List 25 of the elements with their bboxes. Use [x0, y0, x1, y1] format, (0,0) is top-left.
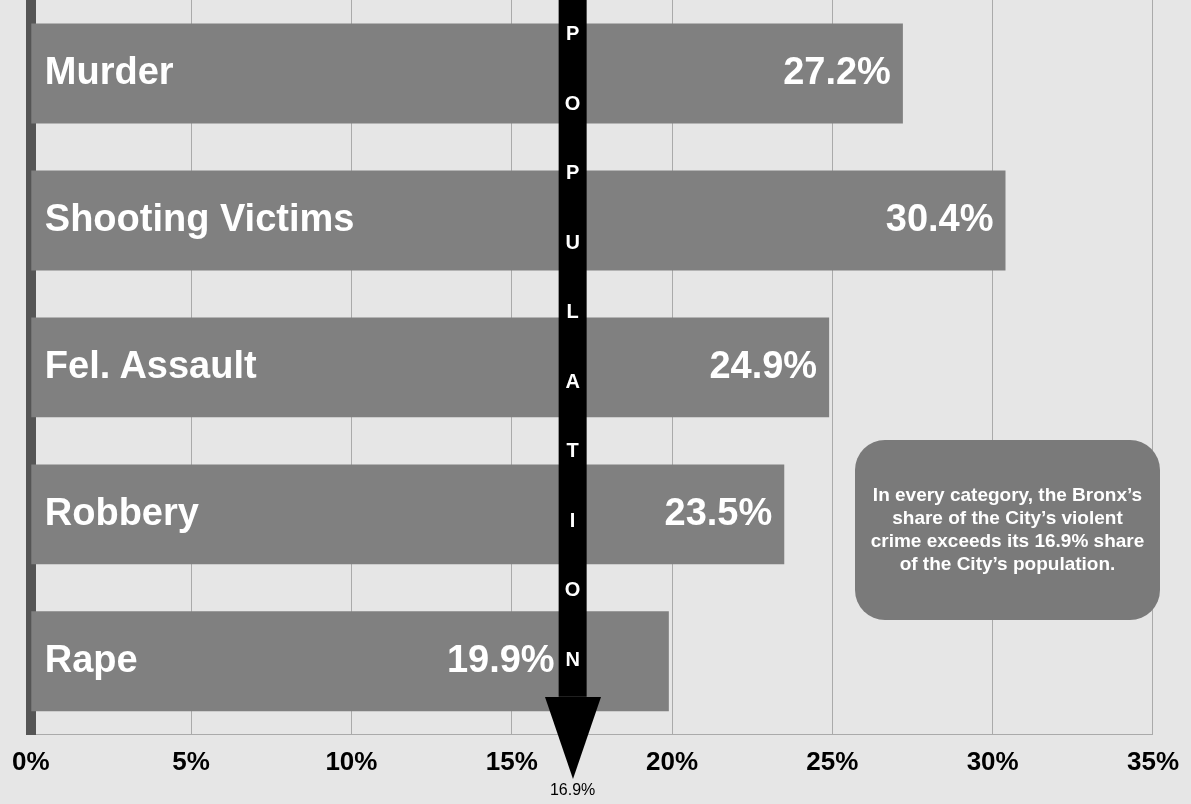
- x-tick-label: 10%: [325, 745, 378, 776]
- data-label: 30.4%: [885, 196, 994, 239]
- bar: [31, 317, 830, 418]
- data-label: 19.9%: [446, 637, 555, 680]
- y-tick-label: Fel. Assault: [44, 343, 258, 386]
- bar: [31, 464, 785, 565]
- y-tick-label: Murder: [44, 49, 174, 92]
- x-tick-label: 35%: [1126, 745, 1179, 776]
- callout-box: In every category, the Bronx’s share of the City’s violent crime exceeds its 16.9% share of the City’s population.: [855, 440, 1160, 620]
- x-tick-label: 5%: [172, 745, 210, 776]
- data-label: 24.9%: [709, 343, 818, 386]
- x-tick-label: 25%: [806, 745, 859, 776]
- x-tick-label: 30%: [966, 745, 1019, 776]
- text: POPULATION: [564, 22, 581, 670]
- bar: [31, 611, 669, 712]
- x-tick-label: 15%: [485, 745, 538, 776]
- text: 16.9%: [549, 781, 596, 799]
- y-tick-label: Shooting Victims: [44, 196, 355, 239]
- x-tick-label: 20%: [646, 745, 699, 776]
- x-tick-label: 0%: [12, 745, 50, 776]
- data-label: 23.5%: [664, 490, 773, 533]
- y-tick-label: Robbery: [44, 490, 199, 533]
- y-tick-label: Rape: [44, 637, 138, 680]
- bar: [31, 23, 903, 124]
- data-label: 27.2%: [783, 49, 891, 92]
